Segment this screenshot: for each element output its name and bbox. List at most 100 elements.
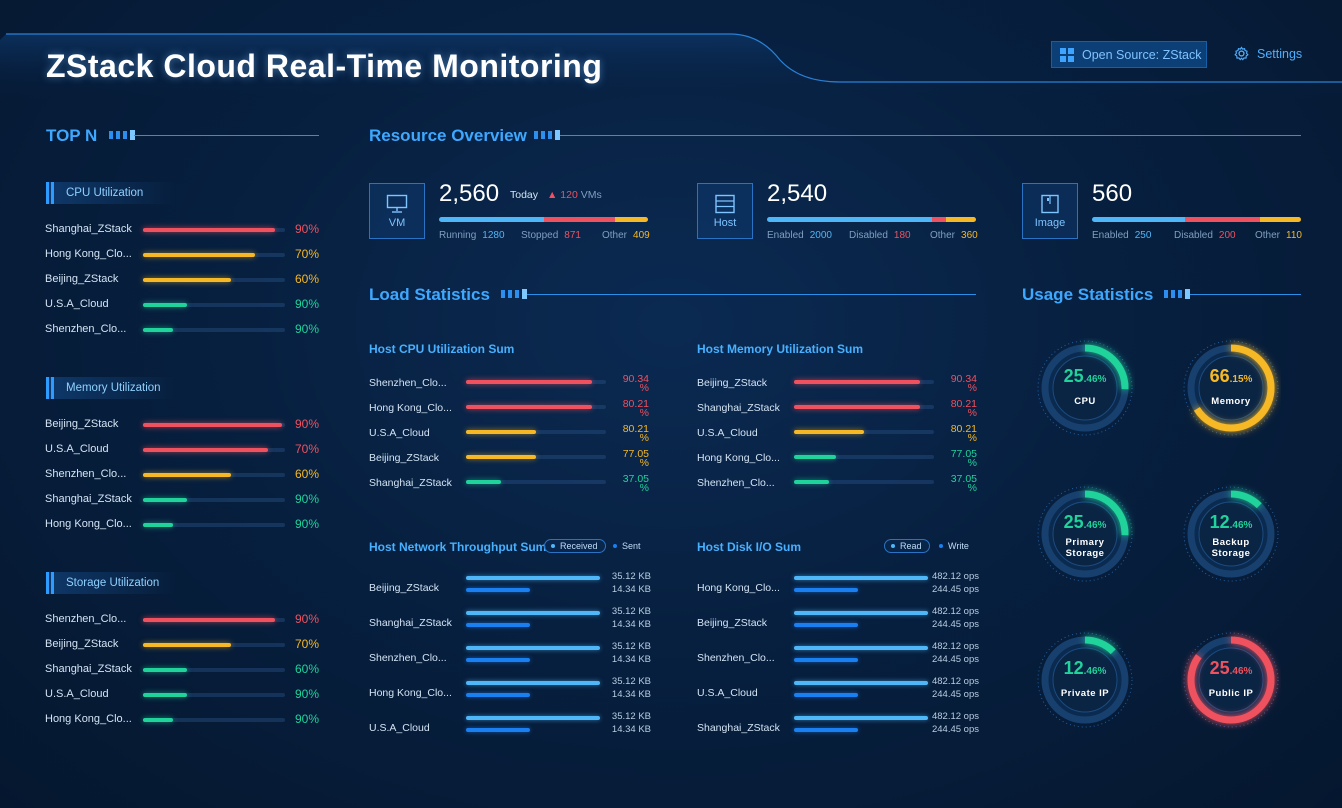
host-name: Shenzhen_Clo... — [697, 652, 775, 664]
host-name: Shenzhen_Clo... — [369, 377, 447, 389]
secondary-io-value: 14.34 KB — [611, 619, 651, 630]
top-n-row[interactable]: Beijing_ZStack 60% — [45, 272, 320, 287]
primary-io-value: 482.12 ops — [931, 641, 979, 652]
usage-percent: 60% — [294, 272, 319, 286]
top-n-row[interactable]: Beijing_ZStack 90% — [45, 417, 320, 432]
host-load-row[interactable]: Shanghai_ZStack 37.05% — [369, 474, 649, 494]
host-load-row[interactable]: Beijing_ZStack 90.34% — [697, 374, 977, 394]
legend-item: Stopped 871 — [521, 230, 581, 241]
other-segment — [614, 217, 648, 222]
settings-button[interactable]: Settings — [1234, 46, 1302, 61]
load-track — [466, 480, 606, 484]
host-load-row[interactable]: Hong Kong_Clo... 77.05% — [697, 448, 977, 469]
load-track — [794, 405, 934, 409]
host-load-row[interactable]: U.S.A_Cloud 80.21% — [369, 424, 649, 444]
load-value: 77.05% — [615, 449, 649, 469]
top-n-row[interactable]: U.S.A_Cloud 90% — [45, 687, 320, 702]
host-load-row[interactable]: Hong Kong_Clo... 80.21% — [369, 399, 649, 419]
top-n-row[interactable]: Shenzhen_Clo... 90% — [45, 612, 320, 627]
load-number: 77.05 — [950, 448, 977, 460]
load-value: 37.05% — [615, 474, 649, 494]
load-unit: % — [639, 407, 649, 419]
usage-gauge[interactable]: 12.46% Backup Storage — [1181, 484, 1281, 584]
top-n-row[interactable]: Shanghai_ZStack 90% — [45, 222, 320, 237]
usage-gauge[interactable]: 25.46% CPU — [1035, 338, 1135, 438]
host-card-icon[interactable]: Host — [697, 183, 753, 239]
host-disk-title: Host Disk I/O Sum — [697, 540, 802, 554]
host-network-title: Host Network Throughput Sum — [369, 540, 547, 554]
usage-gauge[interactable]: 66.15% Memory — [1181, 338, 1281, 438]
top-n-row[interactable]: Beijing_ZStack 70% — [45, 637, 320, 652]
host-load-row[interactable]: Beijing_ZStack 77.05% — [369, 449, 649, 469]
host-io-row[interactable]: U.S.A_Cloud 35.12 KB 14.34 KB — [369, 711, 651, 746]
vm-card-icon[interactable]: VM — [369, 183, 425, 239]
legend-item: Other 360 — [930, 230, 978, 241]
monitor-icon — [386, 194, 408, 213]
legend-label: Enabled — [767, 230, 804, 241]
top-n-row[interactable]: Shenzhen_Clo... 90% — [45, 322, 320, 337]
secondary-io-value: 14.34 KB — [611, 584, 651, 595]
top-n-row[interactable]: Hong Kong_Clo... 90% — [45, 712, 320, 727]
usage-gauge[interactable]: 25.46% Primary Storage — [1035, 484, 1135, 584]
host-name: Hong Kong_Clo... — [697, 452, 780, 464]
host-memory-title: Host Memory Utilization Sum — [697, 342, 864, 356]
host-io-row[interactable]: Shanghai_ZStack 35.12 KB 14.34 KB — [369, 606, 651, 641]
host-io-row[interactable]: Hong Kong_Clo... 482.12 ops 244.45 ops — [697, 571, 979, 606]
host-name: Beijing_ZStack — [697, 377, 768, 389]
secondary-io-bar — [794, 728, 858, 732]
gauge-label: Memory — [1181, 396, 1281, 407]
received-toggle[interactable]: Received — [544, 539, 606, 553]
host-io-row[interactable]: Beijing_ZStack 35.12 KB 14.34 KB — [369, 571, 651, 606]
gauge-int: 25 — [1063, 512, 1084, 532]
page-title: ZStack Cloud Real-Time Monitoring — [46, 48, 603, 84]
host-load-row[interactable]: Shenzhen_Clo... 90.34% — [369, 374, 649, 394]
gauge-value: 66.15% — [1181, 366, 1281, 387]
top-n-row[interactable]: Hong Kong_Clo... 70% — [45, 247, 320, 262]
usage-bar — [143, 473, 232, 477]
gauge-arc — [1041, 490, 1129, 578]
top-n-row[interactable]: Shanghai_ZStack 60% — [45, 662, 320, 677]
host-io-row[interactable]: Beijing_ZStack 482.12 ops 244.45 ops — [697, 606, 979, 641]
top-n-row[interactable]: Shanghai_ZStack 90% — [45, 492, 320, 507]
gauge-label-line1: Memory — [1211, 396, 1251, 407]
read-toggle[interactable]: Read — [884, 539, 930, 553]
primary-io-value: 35.12 KB — [611, 571, 651, 582]
load-value: 90.34% — [615, 374, 649, 394]
load-unit: % — [967, 432, 977, 444]
secondary-io-value: 244.45 ops — [931, 584, 979, 595]
open-source-button[interactable]: Open Source: ZStack — [1051, 41, 1207, 68]
top-n-title: TOP N — [46, 126, 98, 145]
host-io-row[interactable]: Shenzhen_Clo... 35.12 KB 14.34 KB — [369, 641, 651, 676]
usage-percent: 90% — [294, 222, 319, 236]
top-n-line — [134, 135, 319, 136]
top-n-row[interactable]: U.S.A_Cloud 90% — [45, 297, 320, 312]
usage-gauge[interactable]: 12.46% Private IP — [1035, 630, 1135, 730]
usage-percent: 90% — [294, 297, 319, 311]
host-name: U.S.A_Cloud — [45, 443, 109, 455]
usage-gauge[interactable]: 25.46% Public IP — [1181, 630, 1281, 730]
usage-track — [143, 303, 285, 307]
top-n-row[interactable]: U.S.A_Cloud 70% — [45, 442, 320, 457]
image-card-icon[interactable]: Image — [1022, 183, 1078, 239]
host-load-row[interactable]: U.S.A_Cloud 80.21% — [697, 424, 977, 444]
image-status-bar — [1092, 217, 1301, 222]
host-load-row[interactable]: Shanghai_ZStack 80.21% — [697, 399, 977, 419]
usage-track — [143, 278, 285, 282]
top-n-row[interactable]: Hong Kong_Clo... 90% — [45, 517, 320, 532]
write-toggle[interactable]: Write — [932, 539, 977, 553]
host-io-row[interactable]: Hong Kong_Clo... 35.12 KB 14.34 KB — [369, 676, 651, 711]
usage-percent: 90% — [294, 712, 319, 726]
host-io-row[interactable]: Shenzhen_Clo... 482.12 ops 244.45 ops — [697, 641, 979, 676]
host-load-row[interactable]: Shenzhen_Clo... 37.05% — [697, 474, 977, 494]
primary-io-bar — [466, 611, 600, 615]
host-count: 2,540 — [767, 180, 828, 207]
sent-toggle[interactable]: Sent — [606, 539, 649, 553]
disabled-segment — [931, 217, 947, 222]
usage-track — [143, 523, 285, 527]
host-io-row[interactable]: Shanghai_ZStack 482.12 ops 244.45 ops — [697, 711, 979, 746]
gauge-label-line1: Private IP — [1060, 688, 1110, 699]
top-n-row[interactable]: Shenzhen_Clo... 60% — [45, 467, 320, 482]
stopped-segment — [543, 217, 615, 222]
load-value: 80.21% — [615, 424, 649, 444]
host-io-row[interactable]: U.S.A_Cloud 482.12 ops 244.45 ops — [697, 676, 979, 711]
